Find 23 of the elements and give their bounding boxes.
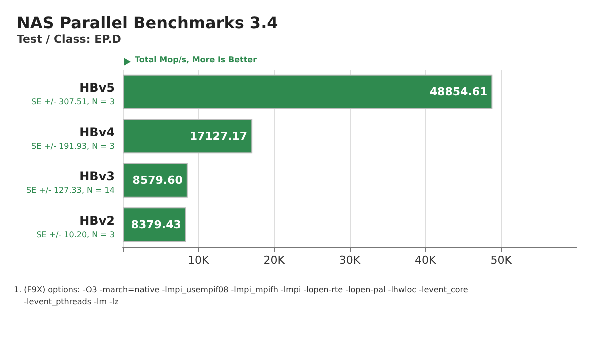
data-label: 17127.17: [190, 130, 248, 143]
x-tick-label: 30K: [339, 254, 362, 267]
x-axis-title: Total Mop/s, More Is Better: [135, 56, 258, 64]
text: SE +/- 307.51, N = 3: [32, 98, 115, 107]
bar: [123, 119, 253, 154]
data-label: 8379.43: [131, 218, 182, 232]
data-label: 8579.60: [132, 174, 184, 188]
y-tick-label: HBv3: [80, 170, 115, 184]
chart-title: NAS Parallel Benchmarks 3.4: [17, 14, 278, 32]
bar: [123, 74, 493, 110]
data-label: 48854.61: [430, 86, 488, 99]
text: 1. (F9X) options: -O3 -march=native -lmpi_usempif08 -lmpi_mpifh -lmpi -lopen-rte -lopen-pal -lhwloc -levent_core -levent_pthreads -lm -lz: [14, 286, 468, 306]
x-tick-label: 40K: [415, 254, 438, 267]
text: SE +/- 10.20, N = 3: [36, 230, 115, 240]
text: SE +/- 127.33, N = 14: [26, 186, 115, 196]
x-tick-label: 50K: [490, 254, 513, 267]
y-tick-label: HBv2: [80, 214, 115, 228]
text: SE +/- 191.93, N = 3: [32, 142, 115, 151]
chart-subtitle: Test / Class: EP.D: [17, 33, 122, 46]
y-tick-label: HBv5: [80, 81, 115, 96]
x-tick-label: 10K: [188, 254, 210, 267]
y-tick-label: HBv4: [80, 125, 115, 140]
x-tick-label: 20K: [264, 254, 286, 267]
